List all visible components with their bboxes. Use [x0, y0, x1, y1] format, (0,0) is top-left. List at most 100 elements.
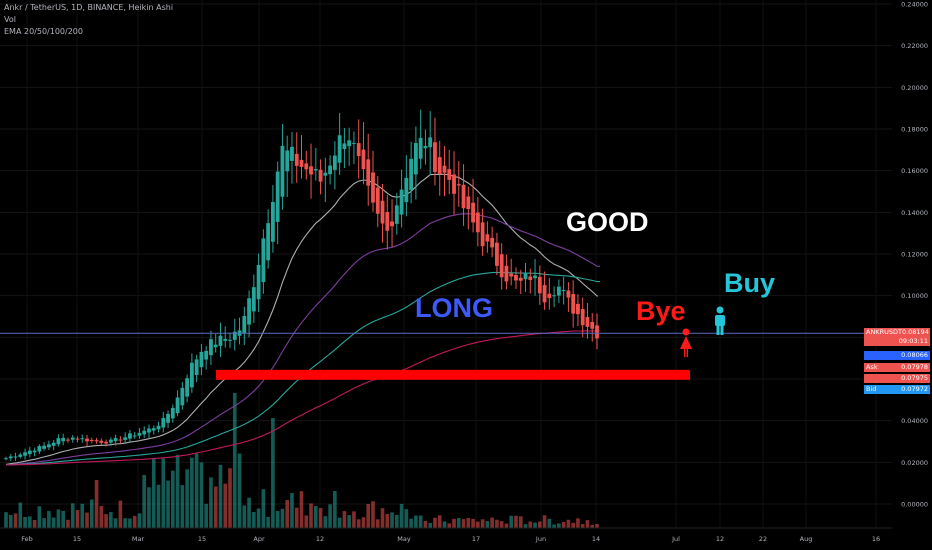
candle-body	[61, 437, 66, 442]
volume-bar	[89, 499, 94, 528]
symbol-legend[interactable]: Ankr / TetherUS, 1D, BINANCE, Heikin Ash…	[4, 3, 174, 12]
candle-body	[299, 159, 304, 167]
volume-bar	[118, 500, 123, 528]
candle-body	[108, 439, 113, 443]
volume-bar	[533, 522, 537, 528]
volume-bar	[285, 500, 290, 528]
price-tick-label: 0.02000	[901, 459, 928, 467]
price-axis[interactable]: 0.24000 0.22000 0.20000 0.18000 0.16000 0.140…	[892, 0, 932, 550]
candle-body	[85, 438, 89, 442]
volume-bar	[8, 514, 13, 528]
price-tick-label: 0.04000	[901, 417, 928, 425]
good-annotation: GOOD	[566, 207, 649, 237]
volume-bar	[356, 519, 361, 528]
candle-body	[180, 387, 185, 406]
candle-body	[89, 439, 94, 441]
candle-body	[147, 428, 151, 433]
ema-50-line	[5, 213, 600, 466]
candle-body	[42, 445, 47, 449]
volume-bar	[166, 480, 170, 528]
volume-bar	[223, 483, 228, 528]
volume-bar	[252, 511, 256, 528]
volume-bar	[371, 501, 375, 528]
candle-body	[56, 438, 61, 445]
ema-200-line	[5, 330, 600, 466]
volume-bar	[414, 515, 418, 528]
volume-bar	[375, 519, 380, 528]
volume-bar	[313, 505, 318, 528]
bid-label: Bid	[866, 385, 877, 393]
candle-body	[475, 212, 480, 233]
price-tick-label: 0.12000	[901, 251, 928, 259]
candle-body	[275, 171, 280, 222]
candle-body	[332, 155, 337, 170]
volume-bar	[318, 508, 323, 528]
candle-body	[242, 316, 247, 334]
candle-body	[8, 456, 13, 459]
volume-bar	[94, 480, 99, 528]
mid-tag: 0.07975	[864, 374, 930, 383]
time-axis[interactable]: Feb 15 Mar 15 Apr 12 May 17 Jun 14 Jul 12 22 Aug 16	[0, 527, 892, 543]
candle-body	[585, 317, 590, 327]
price-tick-label: 0.00000	[901, 501, 928, 509]
last-price-tag: ANKRUSDT 0.08194	[864, 328, 930, 337]
ema-lines	[5, 173, 600, 466]
candle-body	[442, 165, 447, 173]
candle-body	[175, 397, 180, 414]
volume-bar	[132, 515, 137, 528]
volume-bar	[99, 505, 104, 528]
candle-body	[280, 145, 285, 197]
candle-body	[261, 238, 266, 283]
volume-bars	[4, 393, 599, 528]
volume-bar	[395, 514, 399, 528]
candle-body	[194, 359, 199, 376]
volume-bar	[595, 524, 599, 528]
candle-body	[251, 287, 256, 312]
time-tick-label: 15	[73, 535, 81, 543]
support-zone-bar	[216, 369, 690, 380]
candle-body	[213, 344, 218, 348]
volume-bar	[380, 508, 385, 528]
candle-body	[18, 454, 23, 457]
volume-bar	[471, 518, 475, 528]
volume-bar	[4, 512, 8, 528]
candle-body	[394, 205, 399, 224]
volume-bar	[528, 521, 533, 528]
candle-body	[118, 439, 123, 441]
volume-bar	[85, 512, 89, 528]
volume-bar	[437, 515, 442, 528]
volume-legend[interactable]: Vol	[4, 15, 16, 24]
candle-body	[390, 221, 394, 227]
volume-bar	[404, 509, 409, 528]
candle-body	[51, 442, 56, 446]
candle-body	[361, 149, 366, 170]
volume-bar	[428, 522, 432, 528]
candle-body	[385, 212, 390, 231]
volume-bar	[180, 485, 185, 528]
candle-body	[433, 142, 437, 172]
candle-body	[518, 277, 523, 281]
volume-bar	[347, 515, 351, 528]
candle-body	[380, 200, 385, 224]
candle-body	[4, 458, 8, 460]
time-tick-label: Feb	[21, 535, 33, 543]
volume-bar	[342, 511, 347, 528]
bye-annotation: Bye	[636, 296, 686, 326]
time-tick-label: May	[397, 535, 411, 543]
volume-bar	[51, 517, 56, 528]
ema-legend[interactable]: EMA 20/50/100/200	[4, 27, 83, 36]
candle-body	[204, 350, 209, 360]
candle-body	[533, 275, 537, 279]
candle-body	[480, 222, 485, 247]
volume-bar	[75, 510, 80, 528]
candle-body	[228, 339, 232, 341]
volume-bar	[104, 514, 108, 528]
candle-body	[423, 146, 428, 149]
price-axis-bg	[892, 0, 932, 550]
mid-price: 0.07975	[901, 374, 928, 382]
candle-body	[209, 339, 213, 356]
time-tick-label: Apr	[253, 535, 265, 543]
volume-bar	[56, 509, 61, 528]
candle-body	[285, 150, 290, 172]
